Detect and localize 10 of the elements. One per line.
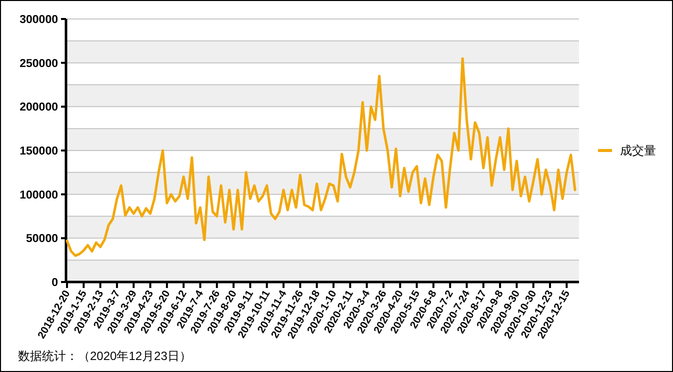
legend-label: 成交量 [620,144,656,158]
line-series [66,57,576,257]
y-tick-label: 200000 [20,102,58,114]
y-tick-label: 250000 [20,58,58,70]
y-tick-label: 300000 [20,14,58,26]
y-tick-label: 150000 [20,146,58,158]
text: 数据统计：（2020年12月23日） [18,349,192,363]
y-tick-label: 50000 [26,233,58,246]
y-tick-label: 0 [52,277,58,290]
y-tick-label: 100000 [20,189,58,202]
